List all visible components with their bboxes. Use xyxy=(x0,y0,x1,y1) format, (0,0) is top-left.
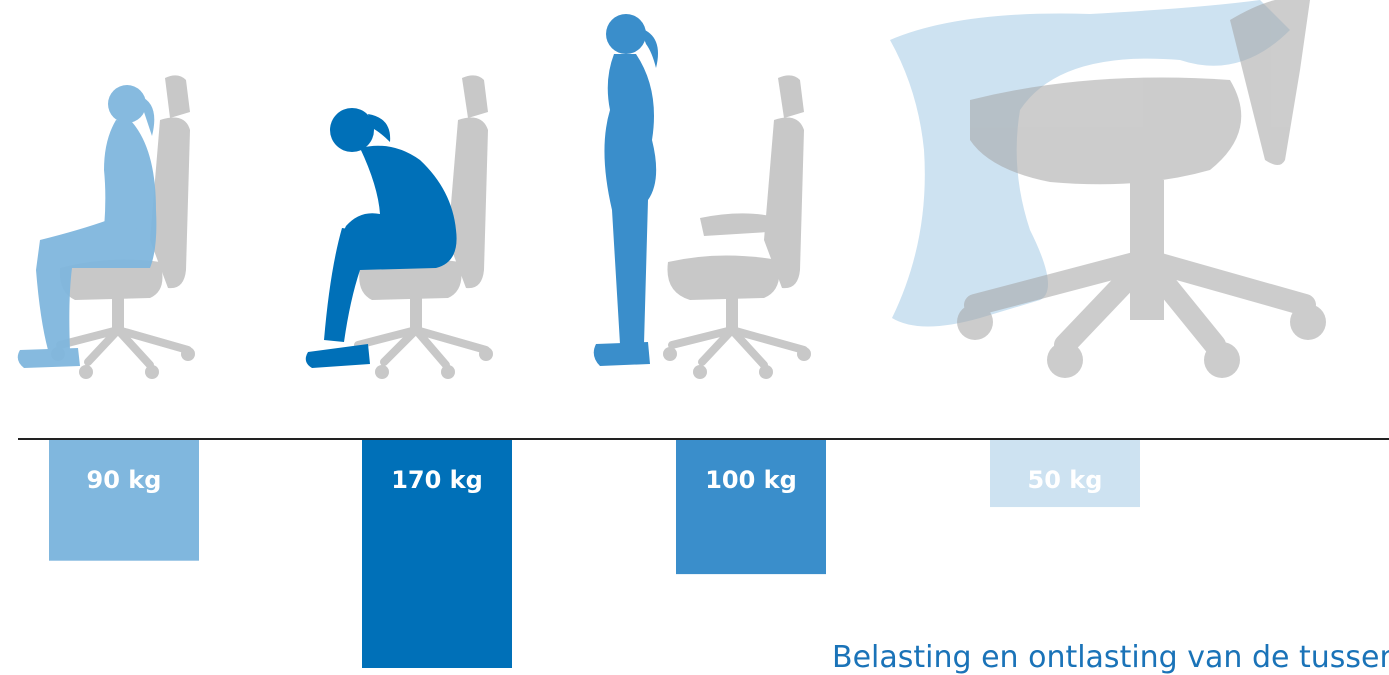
office-chair-icon xyxy=(957,0,1326,378)
bars-layer: 90 kg 170 kg 100 kg 50 kg xyxy=(49,440,1140,668)
bar-0 xyxy=(49,440,199,561)
bar-label-3: 50 kg xyxy=(1028,466,1103,494)
bar-label-2: 100 kg xyxy=(705,466,797,494)
woman-sitting-icon xyxy=(17,85,157,368)
bar-3 xyxy=(990,440,1140,508)
woman-bending-icon xyxy=(305,108,457,368)
chart-caption: Belasting en ontlasting van de tussen xyxy=(832,640,1389,675)
office-chair-icon xyxy=(349,75,493,379)
bar-2 xyxy=(676,440,826,575)
woman-reclining-icon xyxy=(890,0,1290,327)
office-chair-icon xyxy=(663,75,811,379)
scene-standing xyxy=(593,14,811,379)
woman-standing-icon xyxy=(593,14,658,366)
scene-sitting-upright xyxy=(17,75,195,379)
scene-sitting-bent xyxy=(305,75,493,379)
bar-1 xyxy=(362,440,512,668)
bar-label-0: 90 kg xyxy=(87,466,162,494)
scene-reclining xyxy=(890,0,1326,378)
bar-label-1: 170 kg xyxy=(391,466,483,494)
